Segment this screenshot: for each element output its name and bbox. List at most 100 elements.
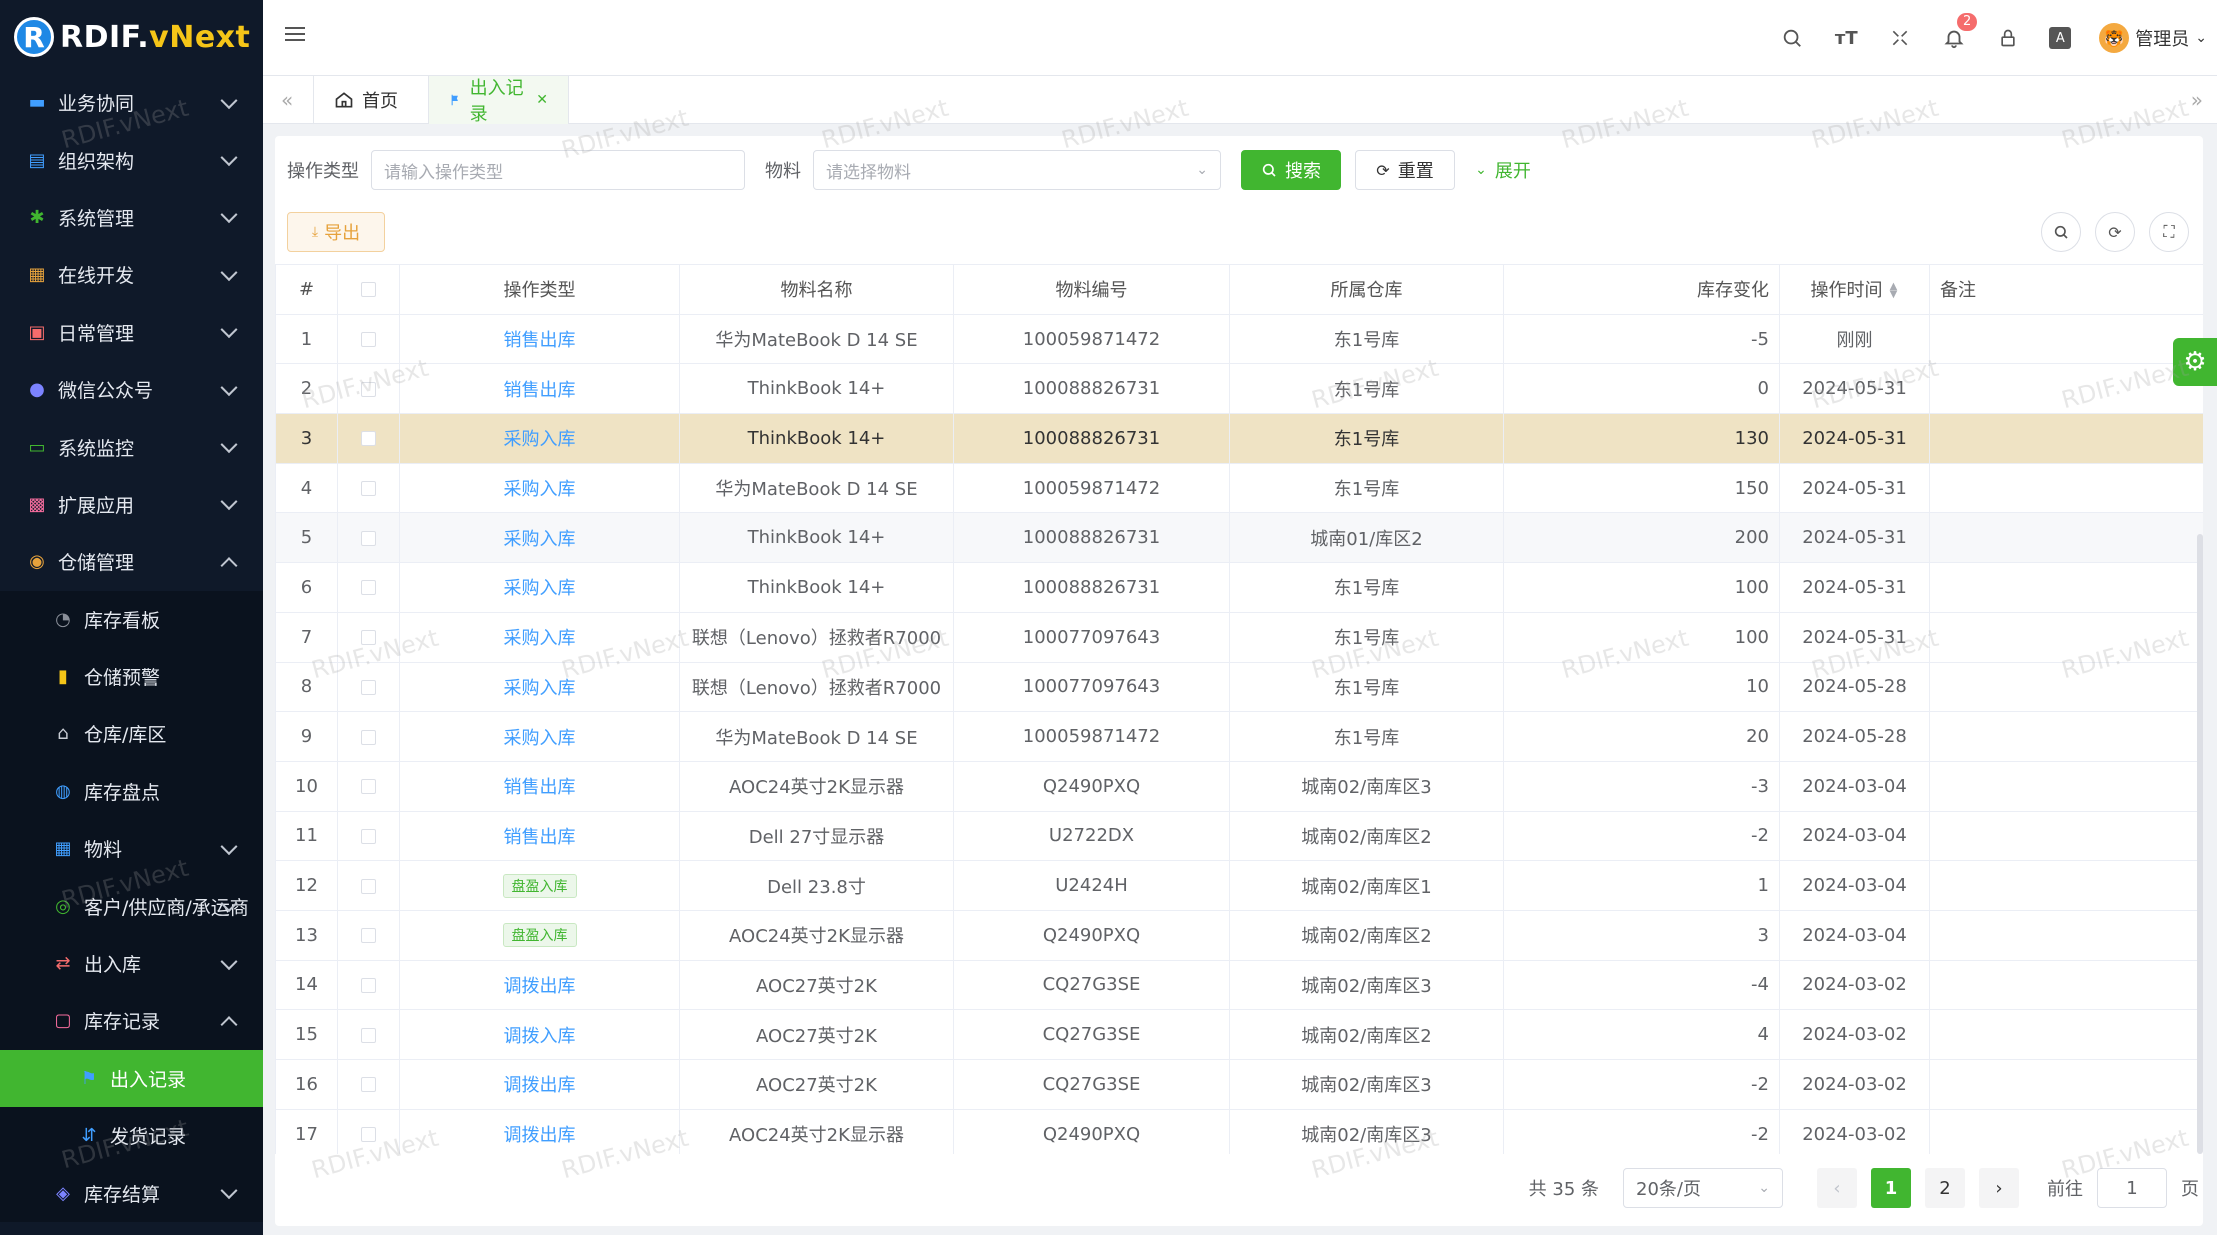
op-type-link[interactable]: 销售出库 xyxy=(503,826,576,848)
export-button[interactable]: ⤓ 导出 xyxy=(287,212,385,252)
cell-select[interactable] xyxy=(337,909,400,961)
col-select-all[interactable] xyxy=(337,264,400,315)
vertical-scrollbar[interactable] xyxy=(2197,534,2203,1154)
op-type-link[interactable]: 销售出库 xyxy=(503,777,576,799)
row-checkbox[interactable] xyxy=(361,977,376,993)
table-row[interactable]: 3 采购入库 ThinkBook 14+ 100088826731 东1号库 130 202… xyxy=(275,413,2203,464)
row-checkbox[interactable] xyxy=(361,580,376,596)
sidebar-item-material[interactable]: ▦ 物料 xyxy=(0,820,263,877)
search-button[interactable]: 搜索 xyxy=(1241,150,1341,190)
row-checkbox[interactable] xyxy=(361,481,376,497)
sidebar-item-wechat[interactable]: ● 微信公众号 xyxy=(0,361,263,418)
cell-select[interactable] xyxy=(337,661,400,713)
op-type-link[interactable]: 采购入库 xyxy=(503,727,576,749)
row-checkbox[interactable] xyxy=(361,878,376,894)
col-op-time[interactable]: 操作时间 ▲ ▼ xyxy=(1779,264,1930,315)
toggle-search-icon[interactable] xyxy=(2041,212,2081,252)
fullscreen-icon[interactable] xyxy=(1887,25,1913,51)
cell-select[interactable] xyxy=(337,1059,400,1110)
page-size-select[interactable]: 20条/页 ⌄ xyxy=(1623,1168,1783,1208)
user-menu[interactable]: 🐯 管理员 ⌄ xyxy=(2099,23,2207,53)
close-icon[interactable]: ✕ xyxy=(536,92,548,108)
table-row[interactable]: 4 采购入库 华为MateBook D 14 SE 100059871472 东1号库 1… xyxy=(275,462,2203,514)
table-row[interactable]: 6 采购入库 ThinkBook 14+ 100088826731 东1号库 100 202… xyxy=(275,562,2203,613)
sidebar-item-in-out[interactable]: ⇄ 出入库 xyxy=(0,935,263,992)
table-row[interactable]: 14 调拨出库 AOC27英寸2K CQ27G3SE 城南02/南库区3 -4 2024-0… xyxy=(275,959,2203,1011)
sidebar-item-settlement[interactable]: ◈ 库存结算 xyxy=(0,1164,263,1221)
row-checkbox[interactable] xyxy=(361,828,376,844)
sort-icon[interactable]: ▲ ▼ xyxy=(1889,281,1898,301)
row-checkbox[interactable] xyxy=(361,1077,376,1093)
fullscreen-icon[interactable]: ⛶ xyxy=(2149,212,2189,252)
sidebar-item-warning[interactable]: ▮ 仓储预警 xyxy=(0,648,263,705)
row-checkbox[interactable] xyxy=(361,729,376,745)
search-icon[interactable] xyxy=(1779,25,1805,51)
tab-home[interactable]: 首页 xyxy=(313,76,429,124)
tabs-scroll-left-icon[interactable]: « xyxy=(281,88,294,112)
sidebar-item-dashboard[interactable]: ◔ 库存看板 xyxy=(0,591,263,648)
sidebar-item-flag[interactable]: ⚑ 出入记录 xyxy=(0,1049,263,1108)
table-row[interactable]: 13 盘盈入库 AOC24英寸2K显示器 Q2490PXQ 城南02/南库区2 3 2024… xyxy=(275,909,2203,961)
row-checkbox[interactable] xyxy=(361,779,376,795)
sidebar-item-partner[interactable]: ◎ 客户/供应商/承运商 xyxy=(0,877,263,934)
cell-select[interactable] xyxy=(337,711,400,762)
op-type-link[interactable]: 调拨出库 xyxy=(503,1075,576,1097)
op-type-link[interactable]: 采购入库 xyxy=(503,479,576,501)
table-row[interactable]: 17 调拨出库 AOC24英寸2K显示器 Q2490PXQ 城南02/南库区3 -2 202… xyxy=(275,1108,2203,1154)
table-row[interactable]: 16 调拨出库 AOC27英寸2K CQ27G3SE 城南02/南库区3 -2 2024-0… xyxy=(275,1059,2203,1110)
sidebar-item-inventory-check[interactable]: ◍ 库存盘点 xyxy=(0,763,263,820)
menu-toggle-icon[interactable] xyxy=(285,27,305,47)
translate-icon[interactable]: A xyxy=(2049,27,2072,49)
op-type-link[interactable]: 采购入库 xyxy=(503,677,576,699)
sidebar-item-calendar[interactable]: ▣ 日常管理 xyxy=(0,304,263,361)
cell-select[interactable] xyxy=(337,363,400,415)
sidebar-item-gear[interactable]: ✱ 系统管理 xyxy=(0,189,263,246)
goto-page-input[interactable]: 1 xyxy=(2097,1168,2167,1208)
op-type-link[interactable]: 采购入库 xyxy=(503,528,576,550)
material-select[interactable]: 请选择物料 ⌄ xyxy=(813,150,1221,190)
cell-select[interactable] xyxy=(337,413,400,464)
sidebar-item-warehouse[interactable]: ◉ 仓储管理 xyxy=(0,533,263,590)
sidebar-item-grid[interactable]: ▦ 在线开发 xyxy=(0,246,263,303)
cell-select[interactable] xyxy=(337,959,400,1011)
row-checkbox[interactable] xyxy=(361,928,376,944)
op-type-link[interactable]: 销售出库 xyxy=(503,330,576,352)
tab-records[interactable]: 出入记录 ✕ xyxy=(429,76,569,125)
row-checkbox[interactable] xyxy=(361,1127,376,1143)
op-type-link[interactable]: 调拨出库 xyxy=(503,1125,576,1147)
row-checkbox[interactable] xyxy=(361,679,376,695)
select-all-checkbox[interactable] xyxy=(361,282,376,298)
op-type-link[interactable]: 销售出库 xyxy=(503,379,576,401)
bell-icon[interactable]: 2 xyxy=(1941,13,1978,51)
row-checkbox[interactable] xyxy=(361,332,376,348)
sidebar-item-warehouse-zone[interactable]: ⌂ 仓库/库区 xyxy=(0,705,263,762)
expand-button[interactable]: ⌄ 展开 xyxy=(1475,161,1531,182)
row-checkbox[interactable] xyxy=(361,1027,376,1043)
table-row[interactable]: 10 销售出库 AOC24英寸2K显示器 Q2490PXQ 城南02/南库区3 -3 202… xyxy=(275,760,2203,812)
sidebar-item-org-chart[interactable]: ▤ 组织架构 xyxy=(0,131,263,188)
cell-select[interactable] xyxy=(337,611,400,663)
font-size-icon[interactable]: тT xyxy=(1834,27,1858,49)
op-type-link[interactable]: 采购入库 xyxy=(503,578,576,600)
prev-page-button[interactable]: ‹ xyxy=(1817,1168,1857,1208)
table-row[interactable]: 1 销售出库 华为MateBook D 14 SE 100059871472 东1号库 -… xyxy=(275,313,2203,365)
reset-button[interactable]: ⟳ 重置 xyxy=(1355,150,1455,190)
op-type-link[interactable]: 调拨出库 xyxy=(503,975,576,997)
row-checkbox[interactable] xyxy=(361,431,376,447)
table-row[interactable]: 2 销售出库 ThinkBook 14+ 100088826731 东1号库 0 2024-… xyxy=(275,363,2203,415)
op-type-input[interactable]: 请输入操作类型 xyxy=(371,150,745,190)
cell-select[interactable] xyxy=(337,313,400,365)
page-2-button[interactable]: 2 xyxy=(1925,1168,1965,1208)
op-type-link[interactable]: 采购入库 xyxy=(503,429,576,451)
page-1-button[interactable]: 1 xyxy=(1871,1168,1911,1208)
sidebar-item-apps[interactable]: ▩ 扩展应用 xyxy=(0,476,263,533)
op-type-link[interactable]: 调拨入库 xyxy=(503,1025,576,1047)
op-type-link[interactable]: 采购入库 xyxy=(503,628,576,650)
cell-select[interactable] xyxy=(337,810,400,862)
table-row[interactable]: 15 调拨入库 AOC27英寸2K CQ27G3SE 城南02/南库区2 4 2024-03… xyxy=(275,1009,2203,1060)
sidebar-item-briefcase[interactable]: ▬ 业务协同 xyxy=(0,74,263,131)
cell-select[interactable] xyxy=(337,760,400,812)
settings-gear-icon[interactable]: ⚙ xyxy=(2173,338,2217,386)
cell-select[interactable] xyxy=(337,562,400,613)
table-row[interactable]: 8 采购入库 联想（Lenovo）拯救者R7000 100077097643 东1号库 1… xyxy=(275,661,2203,713)
